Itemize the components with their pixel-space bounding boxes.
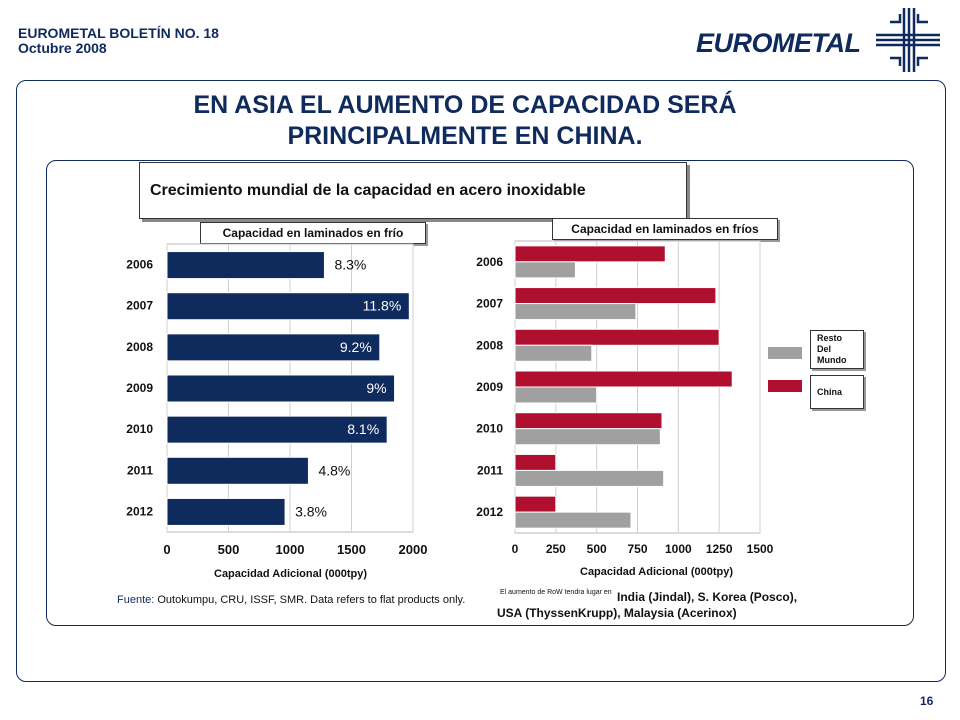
- bulletin-header: EUROMETAL BOLETÍN NO. 18 Octubre 2008: [18, 26, 219, 56]
- left-bar: [166, 292, 410, 321]
- slide-title-line1: EN ASIA EL AUMENTO DE CAPACIDAD SERÁ: [193, 91, 737, 119]
- subtitle-text: Crecimiento mundial de la capacidad en a…: [150, 182, 586, 199]
- legend-label-row: Resto Del Mundo: [810, 330, 864, 369]
- row-note-small: El aumento de RoW tendra lugar en: [500, 589, 612, 596]
- right-y-tick-label: 2010: [476, 422, 503, 436]
- right-y-tick-label: 2008: [476, 338, 503, 352]
- left-y-tick-label: 2011: [127, 463, 153, 477]
- right-bar-china: [514, 328, 720, 346]
- left-data-label: 3.8%: [295, 503, 327, 519]
- eurometal-logo: EUROMETAL: [690, 4, 950, 74]
- bulletin-date: Octubre 2008: [18, 40, 107, 56]
- right-bar-row: [514, 428, 661, 446]
- right-bar-row: [514, 386, 598, 404]
- left-x-tick-label: 1500: [337, 542, 366, 557]
- source-note: Fuente: Outokumpu, CRU, ISSF, SMR. Data …: [117, 594, 465, 606]
- logo-text: EUROMETAL: [696, 28, 861, 58]
- left-x-axis-title: Capacidad Adicional (000tpy): [214, 568, 368, 580]
- right-bar-china: [514, 495, 557, 513]
- left-bar: [166, 251, 325, 280]
- right-x-axis-title: Capacidad Adicional (000tpy): [580, 566, 734, 578]
- right-x-tick-label: 750: [627, 542, 647, 556]
- source-label: Fuente:: [117, 594, 155, 606]
- left-x-tick-label: 500: [218, 542, 240, 557]
- left-data-label: 9%: [366, 380, 386, 396]
- left-y-tick-label: 2008: [126, 340, 153, 354]
- left-data-label: 9.2%: [340, 339, 372, 355]
- right-bar-row: [514, 469, 665, 487]
- logo-cross-icon: [876, 8, 940, 72]
- right-y-tick-label: 2009: [476, 380, 503, 394]
- right-y-tick-label: 2006: [476, 255, 503, 269]
- left-data-label: 8.3%: [334, 257, 366, 273]
- left-data-label: 11.8%: [363, 298, 402, 314]
- right-bar-row: [514, 303, 637, 321]
- left-y-tick-label: 2006: [126, 258, 153, 272]
- right-x-tick-label: 1250: [706, 542, 733, 556]
- left-y-tick-label: 2007: [126, 299, 153, 313]
- slide-title: EN ASIA EL AUMENTO DE CAPACIDAD SERÁ PRI…: [140, 90, 790, 152]
- bulletin-name: EUROMETAL BOLETÍN NO. 18: [18, 25, 219, 41]
- left-y-tick-label: 2012: [126, 504, 153, 518]
- left-x-tick-label: 2000: [399, 542, 428, 557]
- right-chart-title: Capacidad en laminados en fríos: [552, 218, 778, 240]
- right-bar-china: [514, 453, 557, 471]
- right-bar-china: [514, 370, 733, 388]
- right-bar-row: [514, 261, 576, 279]
- right-y-tick-label: 2011: [477, 463, 503, 477]
- right-x-tick-label: 250: [546, 542, 566, 556]
- source-text: Outokumpu, CRU, ISSF, SMR. Data refers t…: [154, 594, 466, 606]
- right-x-tick-label: 0: [512, 542, 519, 556]
- left-bar: [166, 456, 309, 485]
- right-y-tick-label: 2007: [476, 297, 503, 311]
- legend-swatch-row: [768, 347, 802, 359]
- right-bar-row: [514, 511, 632, 529]
- left-data-label: 8.1%: [347, 421, 379, 437]
- legend-label-china: China: [810, 375, 864, 409]
- chart-panel: [46, 160, 914, 626]
- left-y-tick-label: 2009: [126, 381, 153, 395]
- left-bar: [166, 374, 396, 403]
- left-bar: [166, 415, 388, 444]
- left-y-tick-label: 2010: [126, 422, 153, 436]
- page-number: 16: [920, 694, 934, 708]
- right-bar-row: [514, 344, 593, 362]
- right-bar-china: [514, 245, 666, 263]
- subtitle-box: Crecimiento mundial de la capacidad en a…: [139, 162, 687, 219]
- right-y-tick-label: 2012: [476, 505, 503, 519]
- right-x-tick-label: 500: [587, 542, 607, 556]
- right-x-tick-label: 1500: [747, 542, 774, 556]
- slide-title-line2: PRINCIPALMENTE EN CHINA.: [287, 122, 643, 150]
- left-x-tick-label: 1000: [276, 542, 305, 557]
- row-note-countries: India (Jindal), S. Korea (Posco), USA (T…: [497, 590, 798, 620]
- slide-frame: [16, 80, 946, 682]
- left-x-tick-label: 0: [163, 542, 170, 557]
- legend-swatch-china: [768, 380, 802, 392]
- right-bar-china: [514, 412, 663, 430]
- left-bar: [166, 333, 381, 362]
- right-bar-china: [514, 287, 717, 305]
- left-bar: [166, 497, 286, 526]
- right-x-tick-label: 1000: [665, 542, 692, 556]
- left-data-label: 4.8%: [318, 462, 350, 478]
